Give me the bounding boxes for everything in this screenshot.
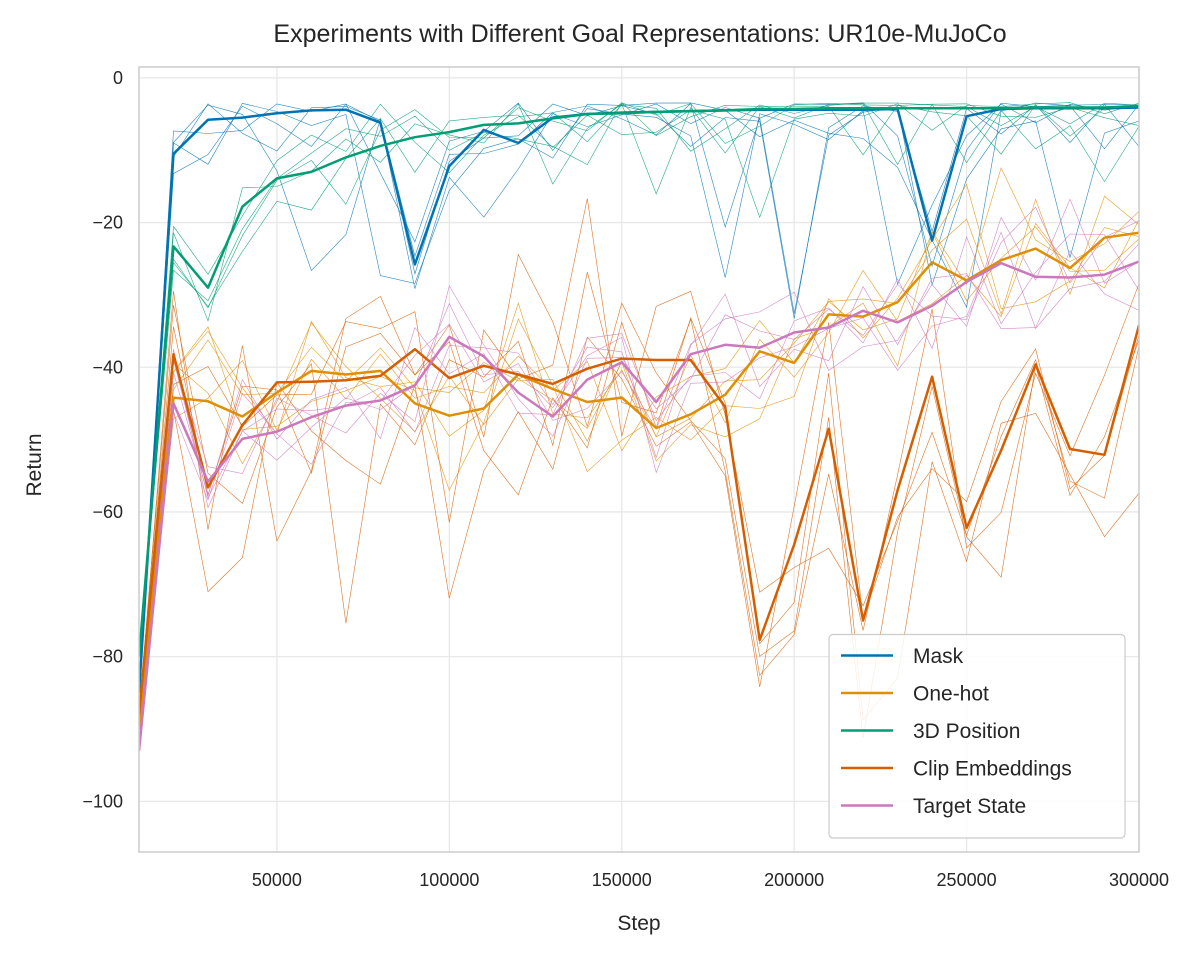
run-line [139, 183, 1139, 730]
run-line [139, 102, 1139, 657]
run-line [139, 102, 1139, 693]
chart-title: Experiments with Different Goal Represen… [273, 20, 1006, 48]
y-tick-label: 0 [113, 68, 123, 88]
legend: Mask One-hot 3D Position Clip Embeddings Tar… [828, 633, 1126, 839]
y-axis-label: Return [23, 433, 46, 496]
y-tick-label: −80 [92, 647, 123, 667]
run-line [139, 103, 1139, 693]
y-tick-label: −100 [82, 791, 123, 811]
run-line [139, 102, 1139, 657]
series-line [139, 324, 1139, 715]
run-line [139, 231, 1139, 751]
run-line [139, 272, 1139, 715]
y-tick-label: −20 [92, 213, 123, 233]
legend-label: Clip Embeddings [913, 758, 1072, 781]
legend-label: Target State [913, 795, 1026, 818]
x-tick-label: 300000 [1109, 870, 1169, 890]
legend-box [828, 633, 1126, 839]
y-tick-label: −60 [92, 502, 123, 522]
x-tick-label: 50000 [252, 870, 302, 890]
run-line [139, 103, 1139, 693]
run-line [139, 226, 1139, 730]
y-tick-label: −40 [92, 357, 123, 377]
x-tick-label: 100000 [419, 870, 479, 890]
x-axis-label: Step [617, 912, 660, 935]
legend-label: 3D Position [913, 720, 1020, 743]
run-line [139, 198, 1139, 715]
x-tick-label: 250000 [937, 870, 997, 890]
series-line [139, 260, 1139, 751]
run-line [139, 253, 1139, 738]
x-tick-label: 150000 [592, 870, 652, 890]
x-tick-label: 200000 [764, 870, 824, 890]
individual-runs [139, 102, 1139, 751]
run-line [139, 102, 1139, 657]
plot-area-frame [138, 66, 1140, 853]
run-line [139, 102, 1139, 693]
axis-ticks: 50000 100000 150000 200000 250000 300000 0 −20 −… [82, 68, 1169, 890]
run-line [139, 198, 1139, 751]
run-line [139, 219, 1139, 730]
series-line [139, 104, 1139, 657]
series-line [139, 231, 1139, 730]
run-line [139, 233, 1139, 751]
legend-label: Mask [913, 645, 964, 668]
legend-label: One-hot [913, 683, 989, 706]
mean-lines [139, 104, 1139, 751]
